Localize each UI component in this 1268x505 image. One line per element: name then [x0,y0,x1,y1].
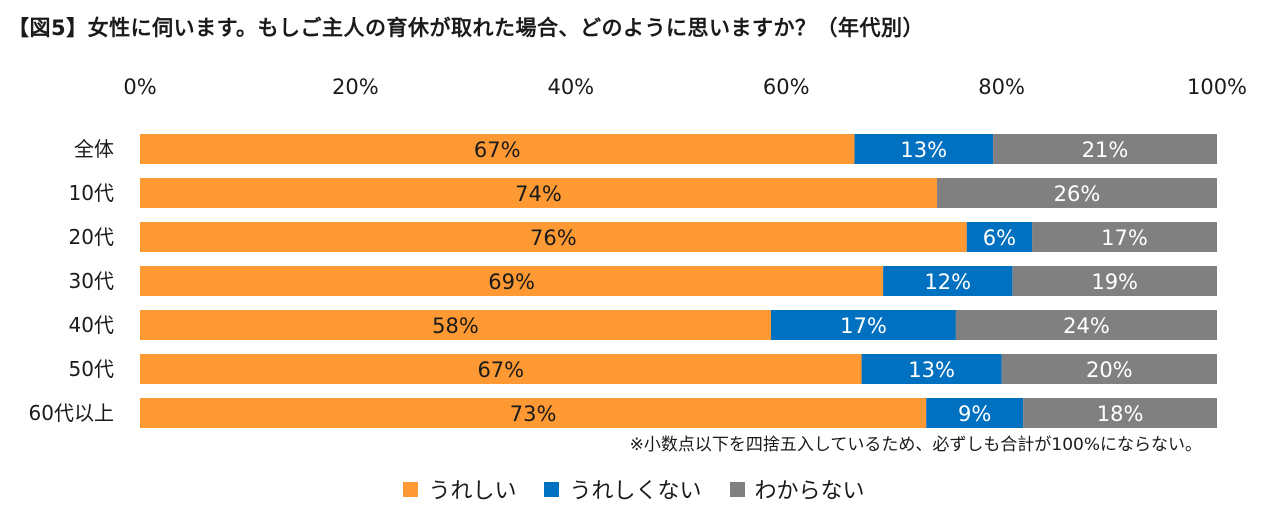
data-label: 6% [983,226,1016,250]
bar-segment [936,178,1217,208]
bar-segment [140,310,771,340]
data-label: 74% [515,182,562,206]
bar-segment [140,134,855,164]
bar-segment [955,310,1217,340]
legend-label: うれしくない [569,479,702,504]
x-tick-label: 60% [763,75,810,99]
bar-segment [140,222,967,252]
legend-item: うれしくない [544,473,702,505]
data-label: 9% [958,402,991,426]
data-label: 76% [530,226,577,250]
x-tick-label: 100% [1187,75,1247,99]
bar-segment [883,266,1013,296]
data-label: 67% [474,138,521,162]
legend-swatch [403,481,419,497]
category-label: 20代 [69,225,114,249]
legend-swatch [544,481,560,497]
data-label: 13% [900,138,947,162]
data-label: 21% [1082,138,1129,162]
legend-label: わからない [754,479,865,504]
bar-segment [1032,222,1217,252]
bar-segment [926,398,1024,428]
bar-segment [966,222,1033,252]
legend-item: わからない [729,473,865,505]
data-label: 13% [908,358,955,382]
bar-segment [1023,398,1217,428]
data-label: 24% [1063,314,1110,338]
data-label: 17% [840,314,887,338]
x-tick-label: 40% [547,75,594,99]
footnote: ※小数点以下を四捨五入しているため、必ずしも合計が100%にならない。 [629,435,1202,455]
x-tick-label: 0% [123,75,156,99]
bar-segment [1012,266,1217,296]
bar-data-labels: 67% 13% 21% 74% 26% 76% 6% 17% 69% 12% 19% 58% 17% 24… [432,138,1148,426]
bars [140,134,1217,428]
data-label: 19% [1091,270,1138,294]
data-label: 67% [477,358,524,382]
x-tick-label: 20% [332,75,379,99]
bar-segment [861,354,1002,384]
data-label: 58% [432,314,479,338]
data-label: 69% [488,270,535,294]
category-label: 50代 [69,357,114,381]
bar-segment [993,134,1217,164]
data-label: 20% [1086,358,1133,382]
category-label: 60代以上 [29,401,114,425]
legend-item: うれしい [403,473,516,505]
category-label: 10代 [69,181,114,205]
bar-segment [854,134,994,164]
category-label: 30代 [69,269,114,293]
data-label: 26% [1054,182,1101,206]
category-label: 全体 [74,137,114,161]
bar-segment [140,178,937,208]
legend-swatch [729,481,745,497]
category-label: 40代 [69,313,114,337]
bar-segment [140,398,927,428]
x-tick-label: 80% [978,75,1025,99]
bar-segment [1001,354,1217,384]
y-axis-labels: 全体 10代 20代 30代 40代 50代 60代以上 [29,137,114,425]
chart-title: 【図5】女性に伺います。もしご主人の育休が取れた場合、どのように思いますか？（年… [8,16,925,40]
bar-segment [140,354,862,384]
data-label: 18% [1097,402,1144,426]
data-label: 73% [510,402,557,426]
bar-segment [770,310,956,340]
data-label: 17% [1101,226,1148,250]
stacked-bar-chart: 0% 20% 40% 60% 80% 100% 全体 10代 20代 30代 40代 50代 60代以… [29,75,1247,428]
x-axis-ticks: 0% 20% 40% 60% 80% 100% [123,75,1247,99]
bar-segment [140,266,884,296]
data-label: 12% [924,270,971,294]
legend-label: うれしい [428,479,517,504]
legend: うれしい うれしくない わからない [0,473,1268,505]
